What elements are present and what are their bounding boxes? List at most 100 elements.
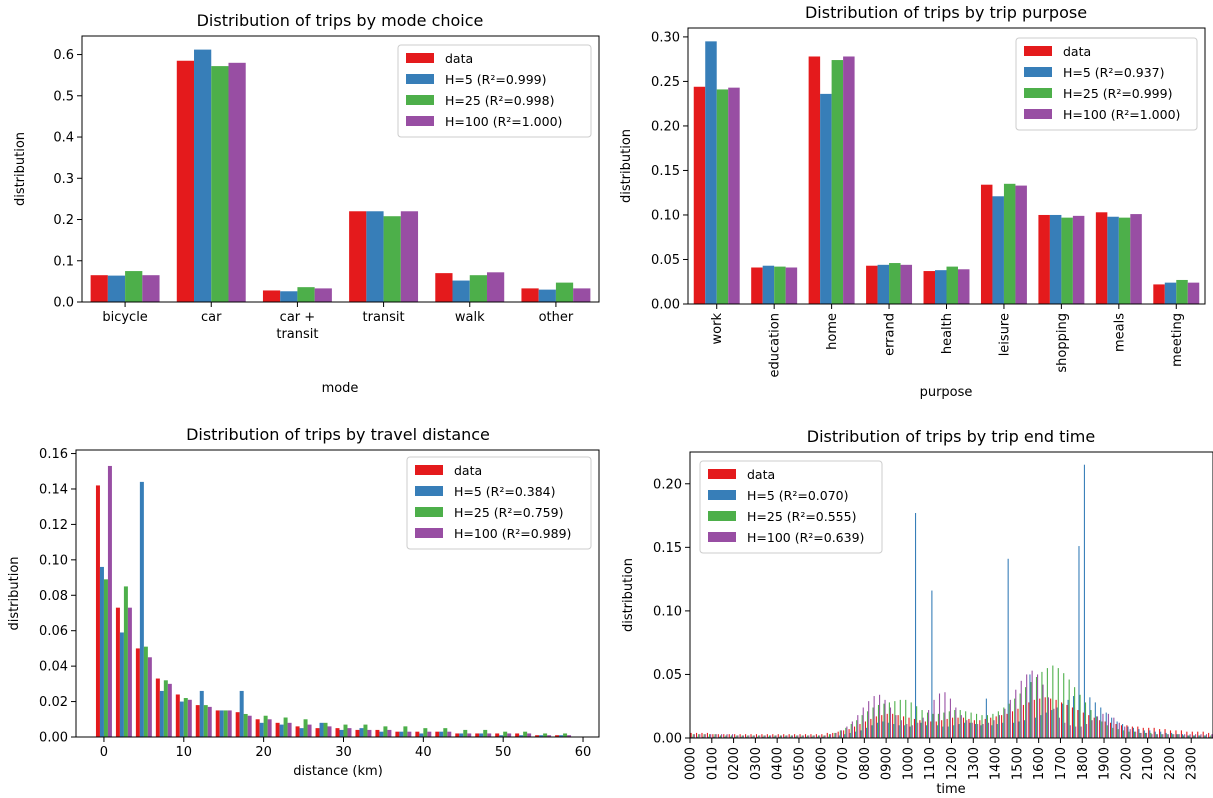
bar xyxy=(713,736,715,738)
x-tick-label: health xyxy=(940,313,955,354)
bar xyxy=(1113,717,1115,738)
bar xyxy=(742,735,744,738)
bar xyxy=(933,699,935,738)
bar xyxy=(815,734,817,738)
bar xyxy=(435,731,440,737)
bar xyxy=(1181,734,1184,738)
bar xyxy=(1074,687,1076,738)
bar xyxy=(888,702,890,738)
bar xyxy=(908,717,910,738)
legend-swatch xyxy=(415,486,443,496)
x-tick-label: 0300 xyxy=(749,747,764,780)
bar xyxy=(280,291,298,302)
bar xyxy=(883,703,885,738)
x-tick-label: car + xyxy=(280,310,315,325)
bar xyxy=(920,722,922,738)
legend-swatch xyxy=(708,469,736,479)
bar xyxy=(1078,546,1080,738)
bar xyxy=(547,735,552,737)
bar xyxy=(275,722,280,737)
y-tick-label: 0.06 xyxy=(39,624,68,639)
bar xyxy=(748,735,750,738)
bar xyxy=(855,731,857,738)
bar xyxy=(1080,726,1082,738)
axes-frame xyxy=(687,27,1206,305)
bar xyxy=(985,698,987,738)
bar xyxy=(761,734,763,738)
legend-swatch xyxy=(406,95,434,105)
x-tick-label: 0000 xyxy=(684,747,699,780)
bar xyxy=(247,715,252,737)
bar xyxy=(879,694,881,738)
y-tick-label: 0.30 xyxy=(651,30,680,45)
legend-frame xyxy=(699,460,883,554)
bar xyxy=(1183,735,1185,738)
y-axis-label: distribution xyxy=(7,556,22,630)
bar xyxy=(1124,726,1126,738)
bar xyxy=(986,715,989,738)
bar xyxy=(1075,726,1077,738)
bar xyxy=(1199,735,1201,738)
bar xyxy=(194,49,212,303)
bar xyxy=(521,288,539,302)
bar xyxy=(812,735,814,738)
bar xyxy=(719,735,722,738)
bar xyxy=(990,717,992,738)
x-tick-label: 20 xyxy=(255,745,272,760)
bar xyxy=(1176,279,1188,304)
bar xyxy=(1128,731,1130,738)
y-tick-label: 0.14 xyxy=(39,482,68,497)
bar xyxy=(954,710,956,738)
bar xyxy=(811,736,813,738)
x-axis-label: time xyxy=(936,782,965,797)
bar xyxy=(709,734,711,738)
bar xyxy=(718,736,720,738)
bar xyxy=(1011,711,1014,738)
bar xyxy=(383,726,388,737)
bar xyxy=(495,733,500,737)
bar xyxy=(1090,710,1092,738)
bar xyxy=(823,735,825,738)
y-axis-label: distribution xyxy=(13,132,28,206)
bar xyxy=(813,735,815,738)
bar xyxy=(1143,730,1145,738)
bar xyxy=(752,735,754,738)
bar xyxy=(1187,282,1200,304)
bar xyxy=(731,734,734,738)
chart-2: 0.00 0.02 0.04 0.06 0.08 0.10 0.12 0.14 0.16 0 10 2… xyxy=(7,425,600,779)
x-tick-label: work xyxy=(710,313,725,345)
bar xyxy=(1165,732,1167,738)
bar xyxy=(846,726,848,738)
x-tick-label: 0400 xyxy=(771,747,786,780)
bar xyxy=(905,699,907,738)
bar xyxy=(906,724,908,738)
bar xyxy=(979,720,981,738)
legend-swatch xyxy=(406,116,434,126)
bar xyxy=(1123,730,1125,738)
bar xyxy=(870,718,872,738)
bar xyxy=(899,699,901,738)
bar xyxy=(1172,734,1174,738)
bar xyxy=(1175,730,1177,738)
bar xyxy=(423,728,428,737)
y-tick-label: 0.02 xyxy=(39,695,68,710)
x-tick-label: 1600 xyxy=(1032,747,1047,780)
bar xyxy=(779,735,781,738)
y-tick-label: 0.10 xyxy=(651,208,680,223)
bar xyxy=(795,736,797,738)
bar xyxy=(820,93,832,304)
bar xyxy=(856,720,858,738)
bar xyxy=(791,735,793,738)
bar xyxy=(119,632,124,737)
bar xyxy=(704,734,706,738)
bar xyxy=(519,735,524,737)
bar xyxy=(127,607,132,737)
legend-entry: H=100 (R²=1.000) xyxy=(1063,107,1180,122)
bar xyxy=(991,725,993,738)
bar xyxy=(1166,734,1168,738)
bar xyxy=(969,722,971,738)
bar xyxy=(555,735,560,737)
x-tick-label: 1800 xyxy=(1076,747,1091,780)
bar xyxy=(179,701,184,737)
bar xyxy=(543,733,548,737)
